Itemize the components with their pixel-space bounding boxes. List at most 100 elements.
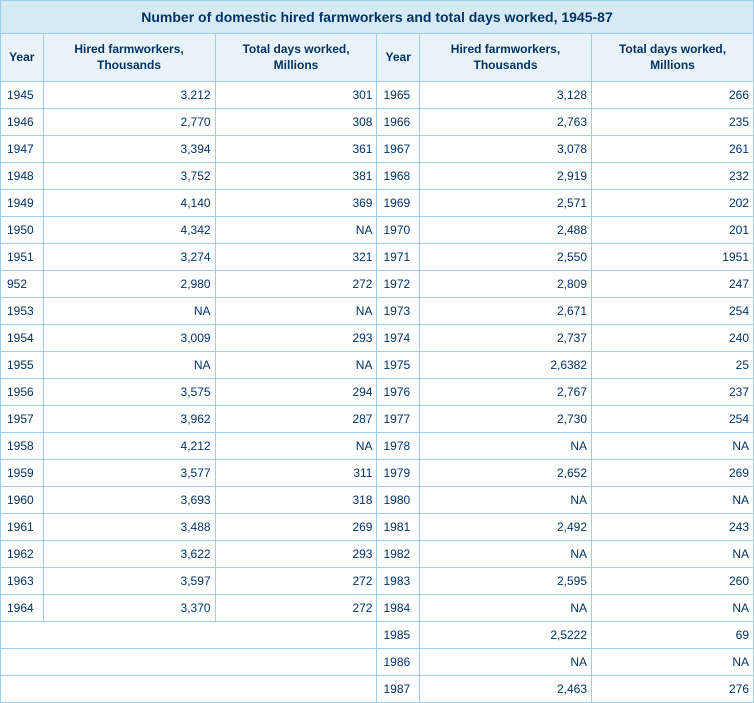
hired-cell: 3,370	[43, 595, 215, 622]
table-body: 19453,21230119653,12826619462,7703081966…	[1, 82, 754, 703]
year-cell: 1947	[1, 136, 44, 163]
days-cell: 287	[215, 406, 377, 433]
days-cell: NA	[215, 352, 377, 379]
col-days-right: Total days worked, Millions	[592, 34, 754, 82]
days-cell: 369	[215, 190, 377, 217]
days-cell: 235	[592, 109, 754, 136]
year-cell: 1946	[1, 109, 44, 136]
table-row: 19603,6933181980NANA	[1, 487, 754, 514]
year-cell: 1965	[377, 82, 420, 109]
days-cell: NA	[592, 649, 754, 676]
hired-cell: 2,550	[419, 244, 591, 271]
days-cell: 276	[592, 676, 754, 703]
year-cell: 1977	[377, 406, 420, 433]
year-cell: 1968	[377, 163, 420, 190]
year-cell: 1973	[377, 298, 420, 325]
hired-cell: 3,078	[419, 136, 591, 163]
hired-cell: 2,730	[419, 406, 591, 433]
table-row: 19513,27432119712,5501951	[1, 244, 754, 271]
days-cell: 301	[215, 82, 377, 109]
days-cell: 69	[592, 622, 754, 649]
empty-cell	[1, 649, 377, 676]
header-row: Year Hired farmworkers, Thousands Total …	[1, 34, 754, 82]
table-row: 19494,14036919692,571202	[1, 190, 754, 217]
year-cell: 1945	[1, 82, 44, 109]
days-cell: 237	[592, 379, 754, 406]
days-cell: 260	[592, 568, 754, 595]
days-cell: 321	[215, 244, 377, 271]
col-days-left: Total days worked, Millions	[215, 34, 377, 82]
days-cell: 308	[215, 109, 377, 136]
days-cell: 240	[592, 325, 754, 352]
year-cell: 1983	[377, 568, 420, 595]
days-cell: NA	[592, 433, 754, 460]
year-cell: 1954	[1, 325, 44, 352]
days-cell: 294	[215, 379, 377, 406]
days-cell: 293	[215, 325, 377, 352]
table-row: 19473,39436119673,078261	[1, 136, 754, 163]
days-cell: 293	[215, 541, 377, 568]
hired-cell: NA	[419, 649, 591, 676]
table-container: Number of domestic hired farmworkers and…	[0, 0, 754, 703]
year-cell: 1955	[1, 352, 44, 379]
hired-cell: 2,6382	[419, 352, 591, 379]
hired-cell: 3,274	[43, 244, 215, 271]
days-cell: 381	[215, 163, 377, 190]
days-cell: 1951	[592, 244, 754, 271]
year-cell: 1961	[1, 514, 44, 541]
days-cell: 25	[592, 352, 754, 379]
year-cell: 1951	[1, 244, 44, 271]
hired-cell: 2,767	[419, 379, 591, 406]
days-cell: 272	[215, 271, 377, 298]
year-cell: 1984	[377, 595, 420, 622]
table-row: 1955NANA19752,638225	[1, 352, 754, 379]
days-cell: 243	[592, 514, 754, 541]
year-cell: 1974	[377, 325, 420, 352]
hired-cell: 4,212	[43, 433, 215, 460]
days-cell: 272	[215, 568, 377, 595]
table-row: 19483,75238119682,919232	[1, 163, 754, 190]
hired-cell: 2,488	[419, 217, 591, 244]
year-cell: 1960	[1, 487, 44, 514]
table-row: 19872,463276	[1, 676, 754, 703]
year-cell: 1958	[1, 433, 44, 460]
days-cell: NA	[215, 217, 377, 244]
table-row: 19504,342NA19702,488201	[1, 217, 754, 244]
days-cell: NA	[592, 487, 754, 514]
hired-cell: 4,140	[43, 190, 215, 217]
days-cell: 361	[215, 136, 377, 163]
table-row: 19563,57529419762,767237	[1, 379, 754, 406]
hired-cell: NA	[419, 487, 591, 514]
year-cell: 1950	[1, 217, 44, 244]
year-cell: 1966	[377, 109, 420, 136]
year-cell: 1962	[1, 541, 44, 568]
hired-cell: 2,463	[419, 676, 591, 703]
hired-cell: NA	[43, 298, 215, 325]
year-cell: 1975	[377, 352, 420, 379]
year-cell: 1948	[1, 163, 44, 190]
table-row: 1953NANA19732,671254	[1, 298, 754, 325]
days-cell: 269	[215, 514, 377, 541]
hired-cell: 2,763	[419, 109, 591, 136]
hired-cell: 3,394	[43, 136, 215, 163]
year-cell: 1970	[377, 217, 420, 244]
table-row: 19613,48826919812,492243	[1, 514, 754, 541]
hired-cell: NA	[419, 595, 591, 622]
hired-cell: 3,597	[43, 568, 215, 595]
hired-cell: 3,962	[43, 406, 215, 433]
table-row: 19584,212NA1978NANA	[1, 433, 754, 460]
hired-cell: 2,595	[419, 568, 591, 595]
year-cell: 1956	[1, 379, 44, 406]
year-cell: 1963	[1, 568, 44, 595]
year-cell: 1986	[377, 649, 420, 676]
hired-cell: 3,575	[43, 379, 215, 406]
year-cell: 952	[1, 271, 44, 298]
hired-cell: NA	[419, 433, 591, 460]
year-cell: 1959	[1, 460, 44, 487]
hired-cell: 3,488	[43, 514, 215, 541]
table-row: 9522,98027219722,809247	[1, 271, 754, 298]
hired-cell: 2,980	[43, 271, 215, 298]
hired-cell: NA	[43, 352, 215, 379]
hired-cell: 3,577	[43, 460, 215, 487]
year-cell: 1969	[377, 190, 420, 217]
